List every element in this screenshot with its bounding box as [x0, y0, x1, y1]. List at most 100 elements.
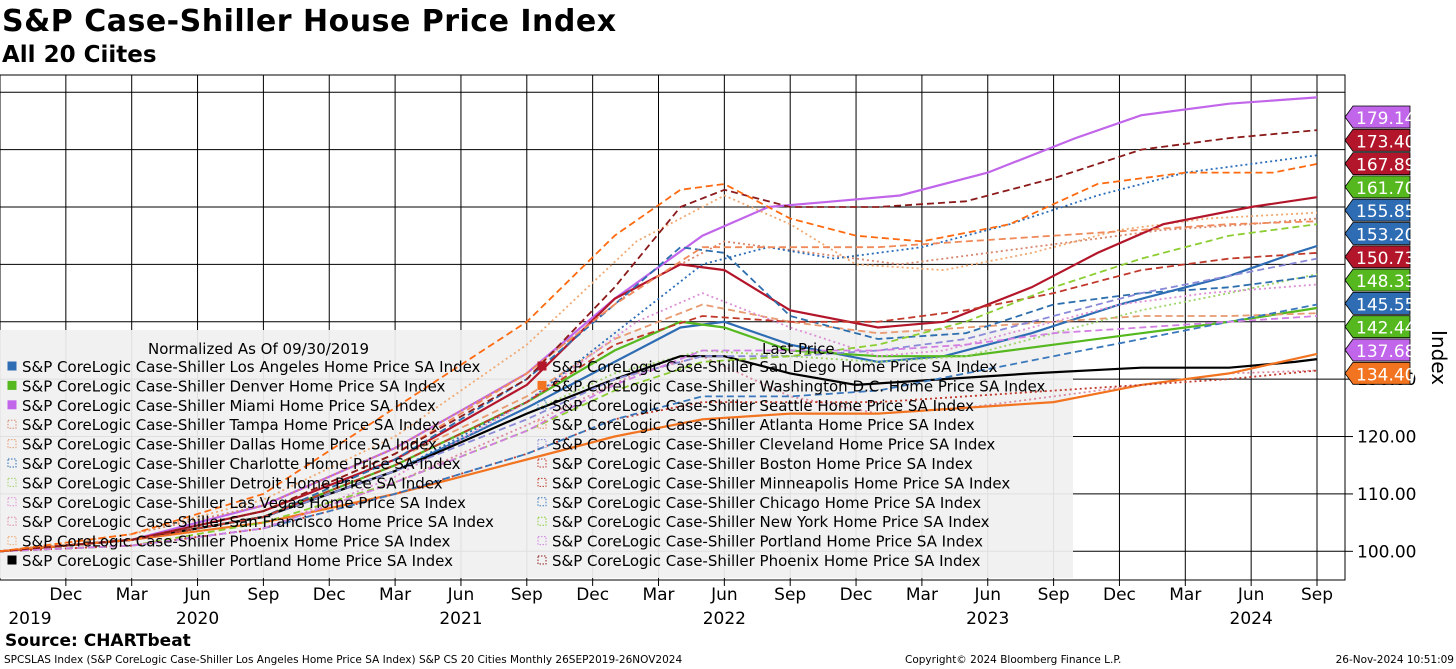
legend-label: S&P CoreLogic Case-Shiller Charlotte Hom… [22, 455, 461, 473]
last-price-tag [1344, 128, 1411, 152]
legend-label: S&P CoreLogic Case-Shiller Portland Home… [22, 552, 453, 570]
last-price-tag [1344, 198, 1411, 222]
legend-label: S&P CoreLogic Case-Shiller Dallas Home P… [22, 436, 437, 454]
legend-swatch [537, 477, 547, 487]
last-price-tag [1344, 338, 1411, 362]
x-tick-label: Mar [116, 585, 148, 605]
last-price-tag [1344, 152, 1411, 176]
legend-label: S&P CoreLogic Case-Shiller Cleveland Hom… [552, 436, 995, 454]
legend-label: S&P CoreLogic Case-Shiller Phoenix Home … [22, 533, 450, 551]
x-tick-label: Mar [642, 585, 674, 605]
source-note: Source: CHARTbeat [5, 631, 191, 651]
y-tick-label: 100.00 [1357, 542, 1416, 562]
x-tick-label: Dec [576, 585, 609, 605]
legend-swatch [537, 497, 547, 507]
series-line-18 [0, 303, 1318, 553]
legend-label: S&P CoreLogic Case-Shiller Portland Home… [552, 533, 983, 551]
last-price-tag [1344, 361, 1411, 385]
legend-swatch [537, 361, 547, 371]
last-price-value: 137.68 [1356, 342, 1415, 362]
last-price-value: 155.85 [1356, 202, 1415, 222]
x-year-label: 2019 [8, 609, 51, 629]
last-price-tag [1344, 222, 1411, 245]
legend-label: S&P CoreLogic Case-Shiller Las Vegas Hom… [22, 494, 466, 512]
last-price-tag [1344, 291, 1411, 315]
series-line-9 [0, 194, 1318, 553]
legend-label: S&P CoreLogic Case-Shiller San Diego Hom… [552, 358, 998, 376]
x-tick-label: Mar [906, 585, 938, 605]
legend-swatch [537, 536, 547, 546]
legend-label: S&P CoreLogic Case-Shiller Seattle Home … [552, 397, 974, 415]
y-axis-label: Index [1427, 330, 1451, 385]
legend-swatch [7, 361, 17, 371]
legend-label: S&P CoreLogic Case-Shiller Minneapolis H… [552, 474, 1010, 492]
series-line-6 [0, 273, 1318, 553]
legend-last-price-header: Last Price [762, 340, 835, 358]
legend-swatch [537, 400, 547, 410]
last-price-value: 153.20 [1356, 226, 1415, 246]
x-tick-label: Sep [247, 585, 279, 605]
legend-label: S&P CoreLogic Case-Shiller Detroit Home … [22, 474, 443, 492]
legend-label: S&P CoreLogic Case-Shiller San Francisco… [22, 513, 494, 531]
legend-label: S&P CoreLogic Case-Shiller Boston Home P… [552, 455, 973, 473]
legend-swatch [7, 477, 17, 487]
last-price-tag [1344, 268, 1411, 292]
x-tick-label: Jun [1237, 585, 1265, 605]
series-line-13 [0, 246, 1318, 553]
series-line-21 [0, 129, 1318, 553]
x-tick-label: Mar [379, 585, 411, 605]
legend-swatch [7, 439, 17, 449]
legend-label: S&P CoreLogic Case-Shiller Denver Home P… [22, 377, 446, 395]
chart-title: S&P Case-Shiller House Price Index [2, 4, 617, 39]
last-price-value: 142.44 [1356, 319, 1415, 339]
x-tick-label: Sep [1301, 585, 1333, 605]
x-year-label: 2020 [176, 609, 219, 629]
series-line-20 [0, 315, 1318, 553]
legend-label: S&P CoreLogic Case-Shiller New York Home… [552, 513, 990, 531]
legend-label: S&P CoreLogic Case-Shiller Los Angeles H… [22, 358, 481, 376]
legend-label: S&P CoreLogic Case-Shiller Chicago Home … [552, 494, 981, 512]
last-price-value: 167.89 [1356, 156, 1415, 176]
footer-timestamp: 26-Nov-2024 10:51:09 [1335, 654, 1454, 666]
last-price-tag [1344, 175, 1411, 199]
x-tick-label: Dec [1103, 585, 1136, 605]
series-line-11 [0, 196, 1318, 553]
last-price-value: 173.40 [1356, 132, 1415, 152]
x-tick-label: Sep [1038, 585, 1070, 605]
x-year-label: 2023 [966, 609, 1009, 629]
legend-swatch [7, 536, 17, 546]
legend-swatch [537, 380, 547, 390]
legend-swatch [7, 516, 17, 526]
last-price-tag [1344, 315, 1411, 339]
x-tick-label: Sep [774, 585, 806, 605]
legend-label: S&P CoreLogic Case-Shiller Tampa Home Pr… [22, 416, 440, 434]
x-tick-label: Jun [447, 585, 475, 605]
legend-swatch [537, 458, 547, 468]
x-tick-label: Jun [183, 585, 211, 605]
x-tick-label: Dec [49, 585, 82, 605]
chart-subtitle: All 20 Ciites [2, 42, 157, 68]
legend-swatch [7, 380, 17, 390]
series-line-17 [0, 369, 1318, 553]
last-price-tag [1344, 105, 1411, 129]
series-line-8 [0, 355, 1318, 553]
footer-copyright: Copyright© 2024 Bloomberg Finance L.P. [905, 654, 1122, 666]
x-tick-label: Mar [1169, 585, 1201, 605]
legend-label: S&P CoreLogic Case-Shiller Miami Home Pr… [22, 397, 436, 415]
x-year-label: 2021 [439, 609, 482, 629]
y-tick-label: 110.00 [1357, 485, 1416, 505]
series-line-22 [0, 163, 1318, 553]
legend-swatch [7, 400, 17, 410]
legend-swatch [537, 419, 547, 429]
legend-swatch [7, 419, 17, 429]
footer-description: SPCSLAS Index (S&P CoreLogic Case-Shille… [4, 654, 683, 666]
legend-header: Normalized As Of 09/30/2019 [148, 340, 369, 358]
legend-label: S&P CoreLogic Case-Shiller Phoenix Home … [552, 552, 980, 570]
last-price-value: 134.40 [1356, 365, 1415, 385]
legend-label: S&P CoreLogic Case-Shiller Atlanta Home … [552, 416, 975, 434]
legend-swatch [537, 516, 547, 526]
legend-swatch [537, 439, 547, 449]
legend-swatch [7, 497, 17, 507]
last-price-tag [1344, 245, 1411, 269]
legend-swatch [537, 555, 547, 565]
